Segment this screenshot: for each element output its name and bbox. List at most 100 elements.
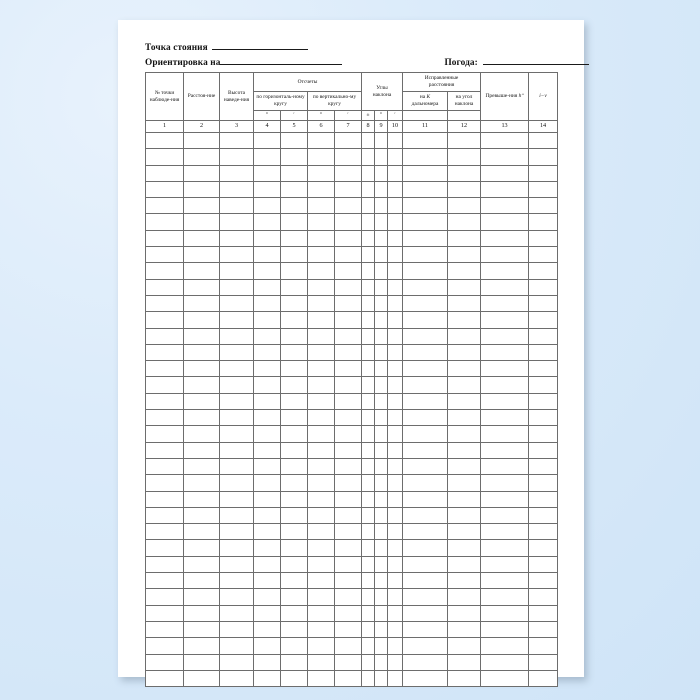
table-cell[interactable] [253,490,281,508]
table-cell[interactable] [447,164,482,182]
table-cell[interactable] [334,131,362,150]
table-cell[interactable] [145,360,184,378]
table-cell[interactable] [334,311,362,329]
table-cell[interactable] [480,474,530,492]
table-cell[interactable] [402,669,449,688]
table-cell[interactable] [528,294,559,313]
table-cell[interactable] [183,588,220,606]
table-cell[interactable] [307,148,335,166]
table-cell[interactable] [386,131,404,150]
table-cell[interactable] [447,637,482,655]
table-cell[interactable] [280,180,308,199]
table-cell[interactable] [528,555,559,574]
table-cell[interactable] [447,180,482,199]
table-cell[interactable] [402,148,449,166]
table-cell[interactable] [386,246,404,264]
table-cell[interactable] [280,425,308,443]
table-cell[interactable] [480,278,530,296]
table-cell[interactable] [183,131,220,150]
table-cell[interactable] [361,343,375,362]
table-cell[interactable] [307,278,335,296]
table-cell[interactable] [374,409,388,427]
table-cell[interactable] [374,278,388,296]
table-cell[interactable] [219,376,254,394]
table-cell[interactable] [307,669,335,688]
table-cell[interactable] [280,246,308,264]
table-cell[interactable] [402,604,449,622]
table-cell[interactable] [528,490,559,508]
table-cell[interactable] [528,164,559,182]
table-cell[interactable] [528,425,559,443]
table-cell[interactable] [386,490,404,508]
table-cell[interactable] [447,360,482,378]
table-cell[interactable] [480,588,530,606]
table-cell[interactable] [480,441,530,459]
table-cell[interactable] [528,229,559,248]
table-cell[interactable] [183,180,220,199]
table-cell[interactable] [447,197,482,215]
table-cell[interactable] [307,246,335,264]
table-cell[interactable] [280,637,308,655]
table-cell[interactable] [447,457,482,476]
table-cell[interactable] [219,425,254,443]
table-cell[interactable] [334,490,362,508]
table-cell[interactable] [374,653,388,671]
table-cell[interactable] [219,637,254,655]
table-cell[interactable] [386,392,404,411]
table-cell[interactable] [334,457,362,476]
table-cell[interactable] [183,539,220,557]
table-cell[interactable] [145,278,184,296]
table-cell[interactable] [219,620,254,639]
table-cell[interactable] [219,572,254,590]
table-cell[interactable] [307,343,335,362]
table-cell[interactable] [219,441,254,459]
table-cell[interactable] [334,425,362,443]
table-cell[interactable] [145,131,184,150]
table-cell[interactable] [253,506,281,525]
table-cell[interactable] [447,278,482,296]
table-cell[interactable] [280,572,308,590]
table-cell[interactable] [183,376,220,394]
table-cell[interactable] [480,148,530,166]
table-cell[interactable] [374,148,388,166]
table-cell[interactable] [402,620,449,639]
table-cell[interactable] [183,294,220,313]
table-cell[interactable] [402,425,449,443]
table-cell[interactable] [480,409,530,427]
table-cell[interactable] [145,197,184,215]
table-cell[interactable] [361,555,375,574]
table-cell[interactable] [447,229,482,248]
table-cell[interactable] [183,213,220,231]
table-cell[interactable] [480,392,530,411]
table-cell[interactable] [334,278,362,296]
table-cell[interactable] [402,637,449,655]
table-cell[interactable] [334,197,362,215]
table-cell[interactable] [219,523,254,541]
table-cell[interactable] [386,360,404,378]
table-cell[interactable] [402,131,449,150]
table-cell[interactable] [145,409,184,427]
table-cell[interactable] [528,620,559,639]
table-cell[interactable] [374,294,388,313]
table-cell[interactable] [219,539,254,557]
station-input-rule[interactable] [211,40,308,50]
table-cell[interactable] [145,474,184,492]
table-cell[interactable] [145,523,184,541]
table-cell[interactable] [480,376,530,394]
table-cell[interactable] [361,409,375,427]
table-cell[interactable] [219,604,254,622]
table-cell[interactable] [374,588,388,606]
table-cell[interactable] [386,555,404,574]
table-cell[interactable] [183,164,220,182]
table-cell[interactable] [374,669,388,688]
table-cell[interactable] [402,539,449,557]
table-cell[interactable] [528,376,559,394]
table-cell[interactable] [253,572,281,590]
table-cell[interactable] [374,343,388,362]
table-cell[interactable] [253,148,281,166]
table-cell[interactable] [280,229,308,248]
table-cell[interactable] [334,572,362,590]
table-cell[interactable] [253,278,281,296]
table-cell[interactable] [307,506,335,525]
table-cell[interactable] [386,669,404,688]
